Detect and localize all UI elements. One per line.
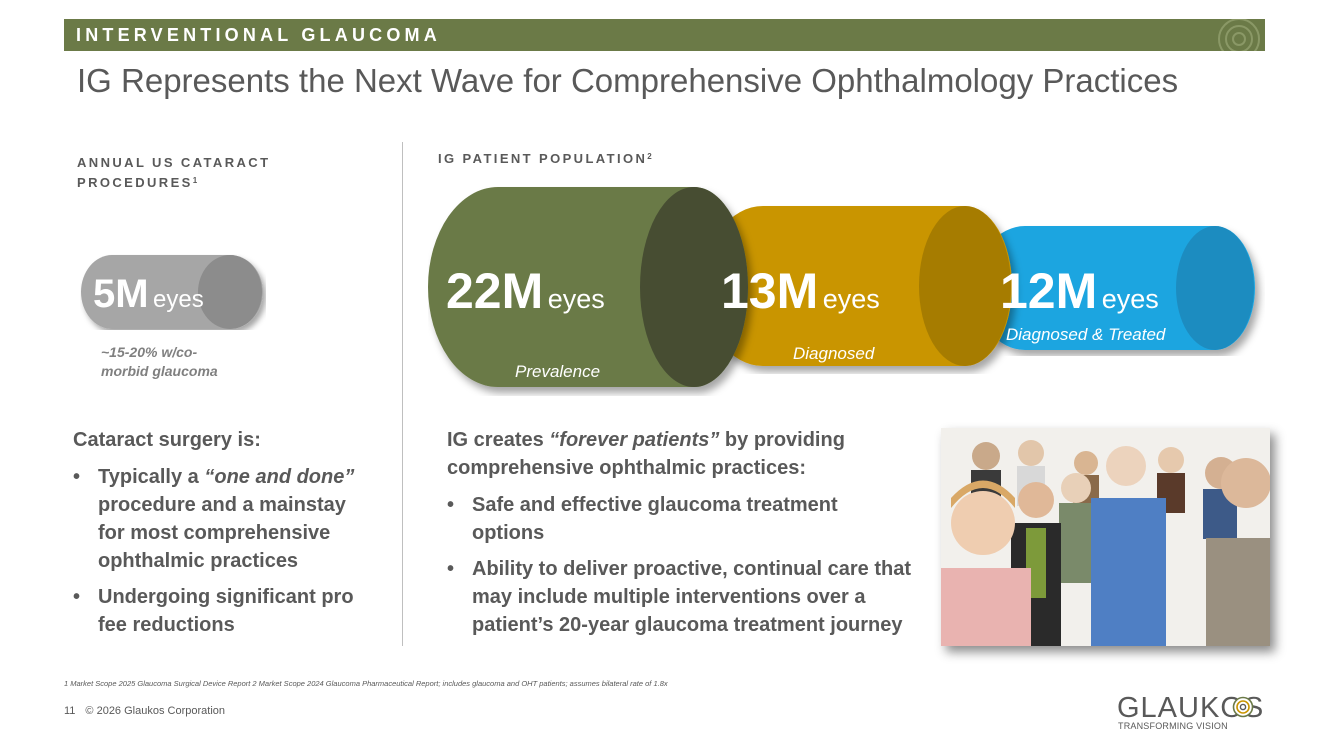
page-footer: 11 © 2026 Glaukos Corporation <box>64 705 235 717</box>
ig-bullets: Safe and effective glaucoma treatment op… <box>447 491 937 647</box>
ig-bullet: Ability to deliver proactive, continual … <box>447 555 937 639</box>
copyright: © 2026 Glaukos Corporation <box>85 705 225 717</box>
diagnosed-caption: Diagnosed <box>793 344 875 363</box>
glaukos-wordmark: GLAUKOS <box>1117 692 1263 724</box>
cataract-cylinder-value: 5M eyes <box>93 272 204 316</box>
cataract-label-line2: PROCEDURES <box>77 175 193 190</box>
slide-title: IG Represents the Next Wave for Comprehe… <box>77 62 1179 99</box>
cataract-bullets: Typically a “one and done” procedure and… <box>73 463 393 647</box>
page-number: 11 <box>64 705 76 717</box>
treated-cylinder <box>975 226 1255 350</box>
treated-caption: Diagnosed & Treated <box>1006 325 1166 344</box>
diagnosed-value: 13M eyes <box>721 263 880 319</box>
footnote: 1 Market Scope 2025 Glaucoma Surgical De… <box>64 679 668 688</box>
prevalence-cylinder <box>428 187 748 387</box>
prevalence-caption: Prevalence <box>515 362 601 381</box>
ig-heading: IG creates “forever patients” by providi… <box>447 429 845 479</box>
cataract-label-ref: 1 <box>192 176 198 185</box>
glaukos-tagline: TRANSFORMING VISION <box>1118 721 1228 731</box>
prevalence-value: 22M eyes <box>446 263 605 319</box>
section-banner: INTERVENTIONAL GLAUCOMA <box>64 19 1265 51</box>
treated-value: 12M eyes <box>1000 263 1159 319</box>
ig-bullet: Safe and effective glaucoma treatment op… <box>447 491 937 547</box>
cataract-label: ANNUAL US CATARACT PROCEDURES1 <box>77 153 270 193</box>
cataract-label-line1: ANNUAL US CATARACT <box>77 155 271 170</box>
banner-swirl-icon <box>1218 19 1260 51</box>
comorbid-note: ~15-20% w/co- morbid glaucoma <box>101 344 218 379</box>
patients-photo <box>941 428 1270 646</box>
cataract-bullet: Undergoing significant pro fee reduction… <box>73 583 393 639</box>
cataract-cylinder <box>81 255 263 329</box>
cataract-heading: Cataract surgery is: <box>73 429 261 451</box>
ig-population-label: IG PATIENT POPULATION2 <box>438 151 652 166</box>
glaukos-logo: GLAUKOS TRANSFORMING VISION <box>1117 690 1277 735</box>
column-divider <box>402 142 403 646</box>
diagnosed-cylinder <box>703 206 1012 366</box>
section-banner-title: INTERVENTIONAL GLAUCOMA <box>76 25 441 45</box>
cataract-bullet: Typically a “one and done” procedure and… <box>73 463 393 575</box>
